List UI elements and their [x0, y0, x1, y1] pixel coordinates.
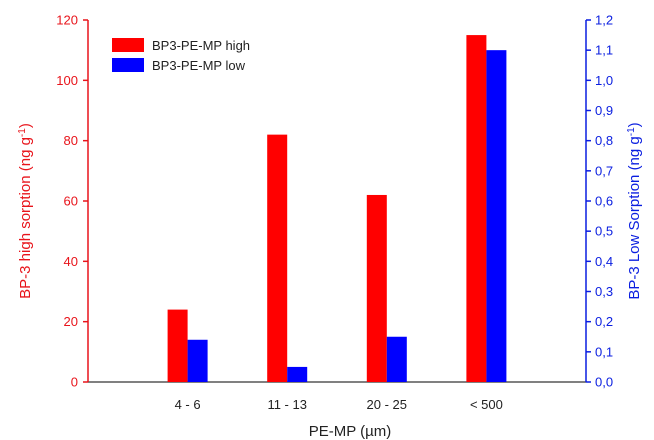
left-y-tick-label: 40: [64, 254, 78, 269]
left-y-tick-label: 120: [56, 13, 78, 28]
right-y-tick-label: 0,1: [595, 344, 613, 359]
left-y-axis-label-end: ): [17, 123, 34, 128]
right-y-axis-label-main: BP-3 Low Sorption (ng g: [626, 136, 643, 299]
bars-group: [167, 35, 507, 383]
right-y-tick-label: 1,1: [595, 43, 613, 58]
right-y-tick-label: 0,6: [595, 194, 613, 209]
bar-high: [366, 194, 387, 382]
legend-swatch-low: [112, 58, 144, 72]
bar-low: [486, 50, 507, 383]
right-y-tick-label: 0,7: [595, 163, 613, 178]
bar-high: [167, 309, 188, 382]
left-y-tick-label: 80: [64, 133, 78, 148]
right-y-tick-label: 0,0: [595, 375, 613, 390]
legend-label-low: BP3-PE-MP low: [152, 58, 246, 73]
right-y-tick-label: 0,8: [595, 133, 613, 148]
bar-high: [466, 35, 487, 382]
legend-swatch-high: [112, 38, 144, 52]
bar-low: [187, 339, 208, 382]
left-y-tick-label: 100: [56, 73, 78, 88]
left-y-axis: 0 20 40 60 80 100 120: [56, 13, 88, 390]
right-y-tick-label: 0,3: [595, 284, 613, 299]
right-y-axis-label: BP-3 Low Sorption (ng g-1): [626, 122, 643, 299]
legend-label-high: BP3-PE-MP high: [152, 38, 250, 53]
left-y-tick-label: 20: [64, 314, 78, 329]
bar-high: [267, 134, 288, 382]
plot-frame: [87, 20, 587, 383]
left-y-axis-label-sup: -1: [17, 128, 28, 137]
left-y-axis-label: BP-3 high sorption (ng g-1): [17, 123, 34, 299]
x-tick-label: 4 - 6: [175, 397, 201, 412]
right-y-tick-label: 0,5: [595, 224, 613, 239]
right-y-tick-label: 0,4: [595, 254, 613, 269]
right-y-tick-label: 0,2: [595, 314, 613, 329]
right-y-axis-label-end: ): [626, 122, 643, 127]
right-y-axis-label-sup: -1: [626, 127, 637, 136]
x-axis: 4 - 6 11 - 13 20 - 25 < 500: [175, 397, 503, 412]
right-y-axis: 0,0 0,1 0,2 0,3 0,4 0,5 0,6 0,7 0,8 0,9 1,0 1,1 1,2: [586, 13, 613, 390]
right-y-tick-label: 0,9: [595, 103, 613, 118]
left-y-tick-label: 0: [71, 375, 78, 390]
x-axis-label: PE-MP (µm): [309, 423, 392, 440]
legend: BP3-PE-MP high BP3-PE-MP low: [112, 38, 250, 73]
bar-low: [287, 366, 308, 382]
left-y-axis-label-main: BP-3 high sorption (ng g: [17, 137, 34, 299]
x-tick-label: 20 - 25: [367, 397, 407, 412]
x-tick-label: < 500: [470, 397, 503, 412]
x-tick-label: 11 - 13: [267, 397, 307, 412]
right-y-tick-label: 1,2: [595, 13, 613, 28]
bar-low: [386, 336, 407, 382]
left-y-tick-label: 60: [64, 194, 78, 209]
right-y-tick-label: 1,0: [595, 73, 613, 88]
